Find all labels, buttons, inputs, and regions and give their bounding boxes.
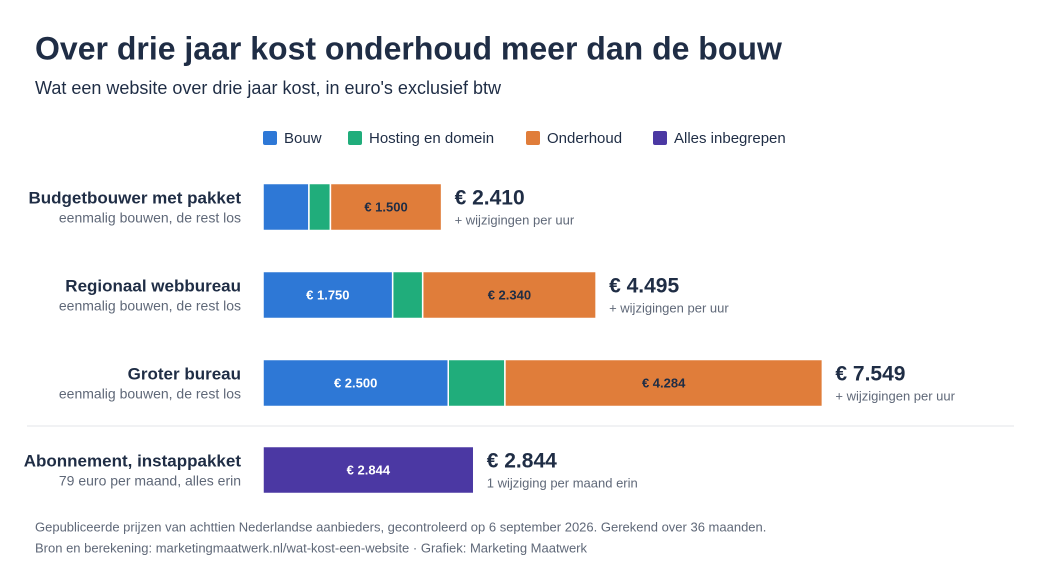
- category-note: eenmalig bouwen, de rest los: [59, 386, 241, 402]
- segment-label: € 2.340: [488, 287, 531, 302]
- legend-label: Hosting en domein: [369, 130, 494, 147]
- chart-title: Over drie jaar kost onderhoud meer dan d…: [35, 30, 782, 66]
- segment-label: € 4.284: [642, 375, 686, 390]
- category-note: eenmalig bouwen, de rest los: [59, 210, 241, 226]
- legend-swatch: [348, 131, 362, 145]
- total-note: 1 wijziging per maand erin: [487, 475, 638, 490]
- bar-segment: [308, 182, 332, 232]
- total-note: + wijzigingen per uur: [455, 212, 575, 227]
- category-label: Groter bureau: [128, 364, 241, 383]
- total-note: + wijzigingen per uur: [609, 300, 729, 315]
- segment-label: € 1.750: [306, 287, 349, 302]
- segment-label: € 2.844: [347, 462, 391, 477]
- bar-segment: [262, 445, 475, 495]
- total-label: € 2.844: [487, 450, 557, 473]
- bar-segment: [421, 270, 597, 320]
- legend-swatch: [526, 131, 540, 145]
- segment-label: € 2.500: [334, 375, 377, 390]
- segment-label: € 1.500: [364, 199, 407, 214]
- chart-subtitle: Wat een website over drie jaar kost, in …: [35, 78, 502, 98]
- bar-segment: [329, 182, 443, 232]
- bar-segment: [447, 358, 506, 408]
- legend-label: Onderhoud: [547, 130, 622, 147]
- total-note: + wijzigingen per uur: [835, 388, 955, 403]
- category-note: eenmalig bouwen, de rest los: [59, 298, 241, 314]
- bar-segment: [391, 270, 424, 320]
- bar-segment: [262, 270, 394, 320]
- legend-label: Bouw: [284, 130, 322, 147]
- category-label: Abonnement, instappakket: [24, 451, 242, 470]
- category-note: 79 euro per maand, alles erin: [59, 473, 241, 489]
- total-label: € 2.410: [455, 187, 525, 210]
- bar-segment: [504, 358, 824, 408]
- total-label: € 4.495: [609, 275, 679, 298]
- total-label: € 7.549: [835, 363, 905, 386]
- footnote: Gepubliceerde prijzen van achttien Neder…: [35, 519, 766, 534]
- category-label: Budgetbouwer met pakket: [28, 188, 241, 207]
- legend-label: Alles inbegrepen: [674, 130, 786, 147]
- category-label: Regionaal webbureau: [65, 276, 241, 295]
- legend-swatch: [653, 131, 667, 145]
- bar-segment: [262, 182, 310, 232]
- footnote: Bron en berekening: marketingmaatwerk.nl…: [35, 540, 588, 555]
- legend-swatch: [263, 131, 277, 145]
